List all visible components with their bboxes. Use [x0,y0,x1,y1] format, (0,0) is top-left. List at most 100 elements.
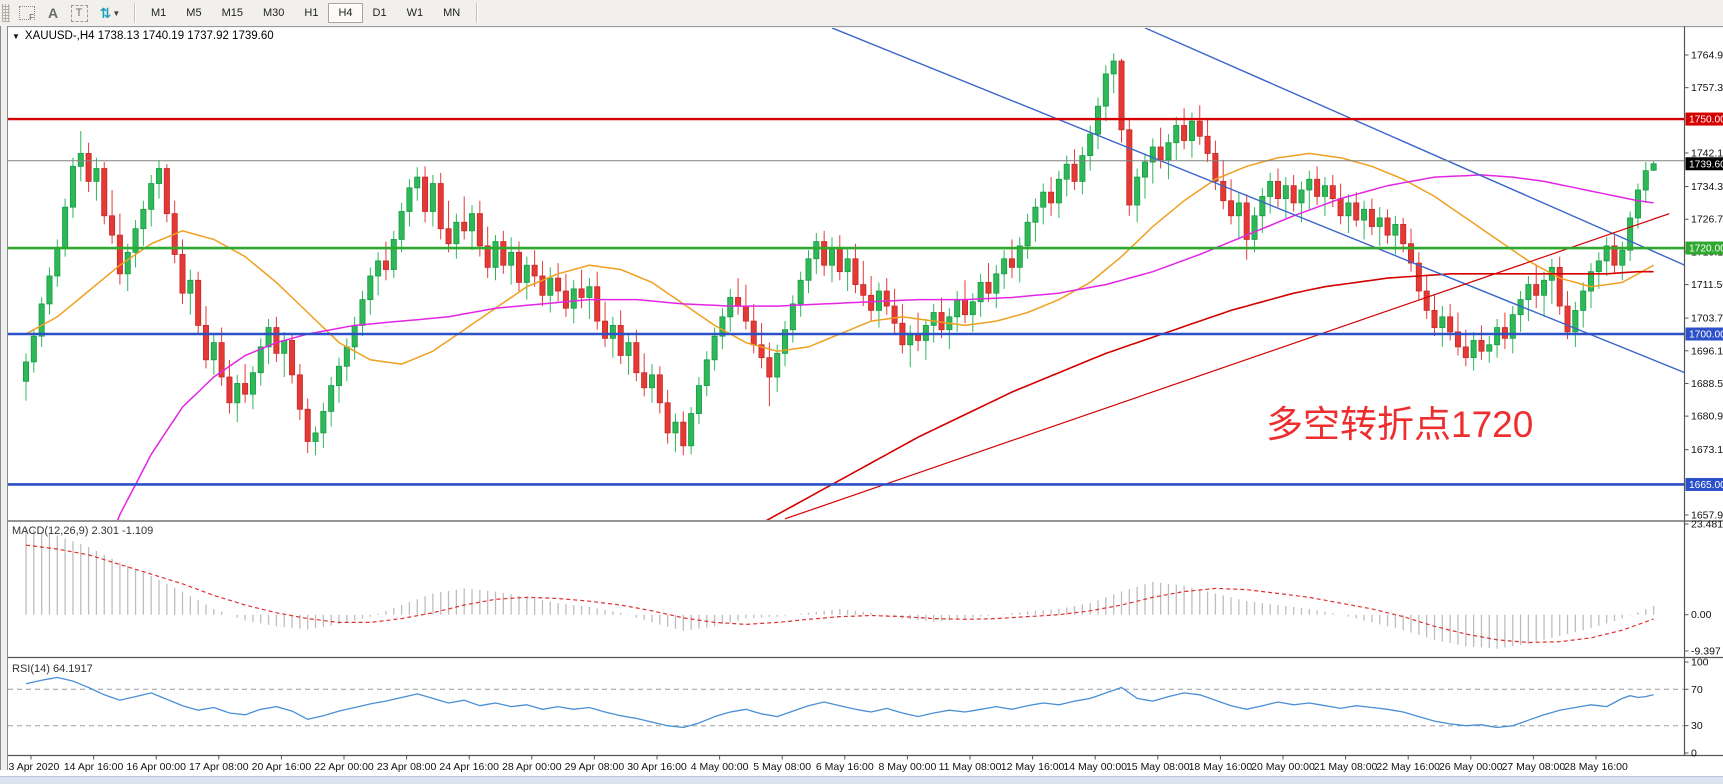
toolbar-grip[interactable] [2,4,10,22]
candle-body [390,239,397,270]
candle-body [1048,191,1055,204]
candle-body [515,251,522,283]
rsi-pane [8,676,1684,729]
candle-body [281,340,288,354]
candle-body [398,211,405,240]
candle-body [852,258,859,285]
time-tick-label: 14 Apr 16:00 [64,761,124,773]
descending-trendline-lower[interactable] [831,28,1685,374]
candle-body [242,383,249,395]
candle-body [1603,245,1610,262]
candle-body [406,187,413,212]
candle-body [703,359,710,386]
time-tick-label: 11 May 08:00 [939,761,1002,773]
timeframe-button-M30[interactable]: M30 [262,7,285,19]
candle-body [1431,309,1438,328]
candle-body [1181,125,1188,141]
ma-slow-red [765,270,1654,520]
collapse-arrow-icon[interactable]: ▼ [12,31,20,41]
time-tick-label: 18 May 16:00 [1189,761,1253,773]
time-tick-label: 20 May 00:00 [1251,761,1315,773]
candle-body [22,361,29,382]
candle-body [1212,153,1219,182]
candle-body [954,299,961,318]
window-left-edge [0,26,8,770]
candle-body [1235,202,1242,217]
cursor-a-icon[interactable]: A [47,5,59,21]
price-tick-label: 1757.30 [1691,82,1723,94]
candle-body [1298,189,1305,204]
timeframe-button-M15[interactable]: M15 [221,7,243,19]
candle-body [1329,185,1336,199]
time-tick-label: 22 May 16:00 [1376,761,1440,773]
candle-body [1556,266,1563,307]
candle-body [1016,245,1023,268]
candle-body [719,316,726,337]
candle-body [891,305,898,324]
time-tick-label: 16 Apr 00:00 [126,761,186,773]
candle-body [1173,125,1180,144]
candle-body [109,215,116,236]
candle-body [547,277,554,296]
candle-body [993,273,1000,294]
candle-body [289,340,296,376]
timeframe-button-M5[interactable]: M5 [186,7,202,19]
price-badge-label: 1750.00 [1689,115,1723,126]
chart-canvas[interactable]: 1764.901757.301742.101734.301726.701719.… [0,26,1723,784]
price-tick-label: 1764.90 [1691,50,1723,62]
candle-body [304,408,311,442]
candle-body [1619,249,1626,266]
candle-body [1321,185,1328,197]
candle-body [1118,60,1125,131]
candle-body [273,327,280,354]
candle-body [375,260,382,277]
candle-body [1087,133,1094,156]
candle-body [680,421,687,447]
timeframe-button-MN[interactable]: MN [443,7,461,19]
candle-body [437,183,444,230]
indicator-grid-icon[interactable]: F [14,2,40,24]
chart-annotation-text[interactable]: 多空转折点1720 [1266,404,1534,445]
timeframe-button-H4[interactable]: H4 [328,3,363,23]
time-tick-label: 24 Apr 16:00 [439,761,499,773]
candle-body [320,410,327,434]
candle-body [1525,284,1532,301]
candle-body [249,372,256,395]
time-tick-label: 6 May 16:00 [816,761,874,773]
price-badge-1750.00 [1685,112,1723,126]
candle-body [672,421,679,434]
candle-body [695,385,702,414]
candle-body [977,282,984,303]
timeframe-button-W1[interactable]: W1 [406,7,424,19]
candle-body [484,245,491,268]
candle-body [1267,180,1274,197]
rsi-line [25,676,1654,729]
toolbar-separator [134,3,135,23]
candle-body [69,165,76,208]
candle-body [1290,185,1297,204]
rsi-tick-label: 70 [1691,684,1703,696]
candle-body [821,241,828,266]
candle-body [570,288,577,309]
candle-body [163,168,170,215]
candle-body [46,275,53,305]
text-tool-icon[interactable]: T [66,2,92,24]
timeframe-button-M1[interactable]: M1 [151,7,167,19]
timeframe-button-D1[interactable]: D1 [372,7,387,19]
macd-tick-label: -9.397 [1691,646,1721,658]
chart-window[interactable]: 1764.901757.301742.101734.301726.701719.… [0,26,1723,784]
candle-body [1079,155,1086,182]
candle-body [962,299,969,316]
candle-body [30,335,37,363]
ascending-trendline[interactable] [784,213,1670,520]
candle-body [1024,221,1031,247]
candle-body [1259,196,1266,217]
price-badge-1720.00 [1685,241,1723,255]
candle-body [1509,314,1516,339]
arrows-tool-icon[interactable]: ⇅ ▼ [99,4,121,21]
timeframe-button-H1[interactable]: H1 [304,7,319,19]
price-badge-label: 1700.00 [1689,330,1723,341]
descending-trendline-upper[interactable] [1144,28,1685,266]
time-tick-label: 27 May 08:00 [1502,761,1566,773]
